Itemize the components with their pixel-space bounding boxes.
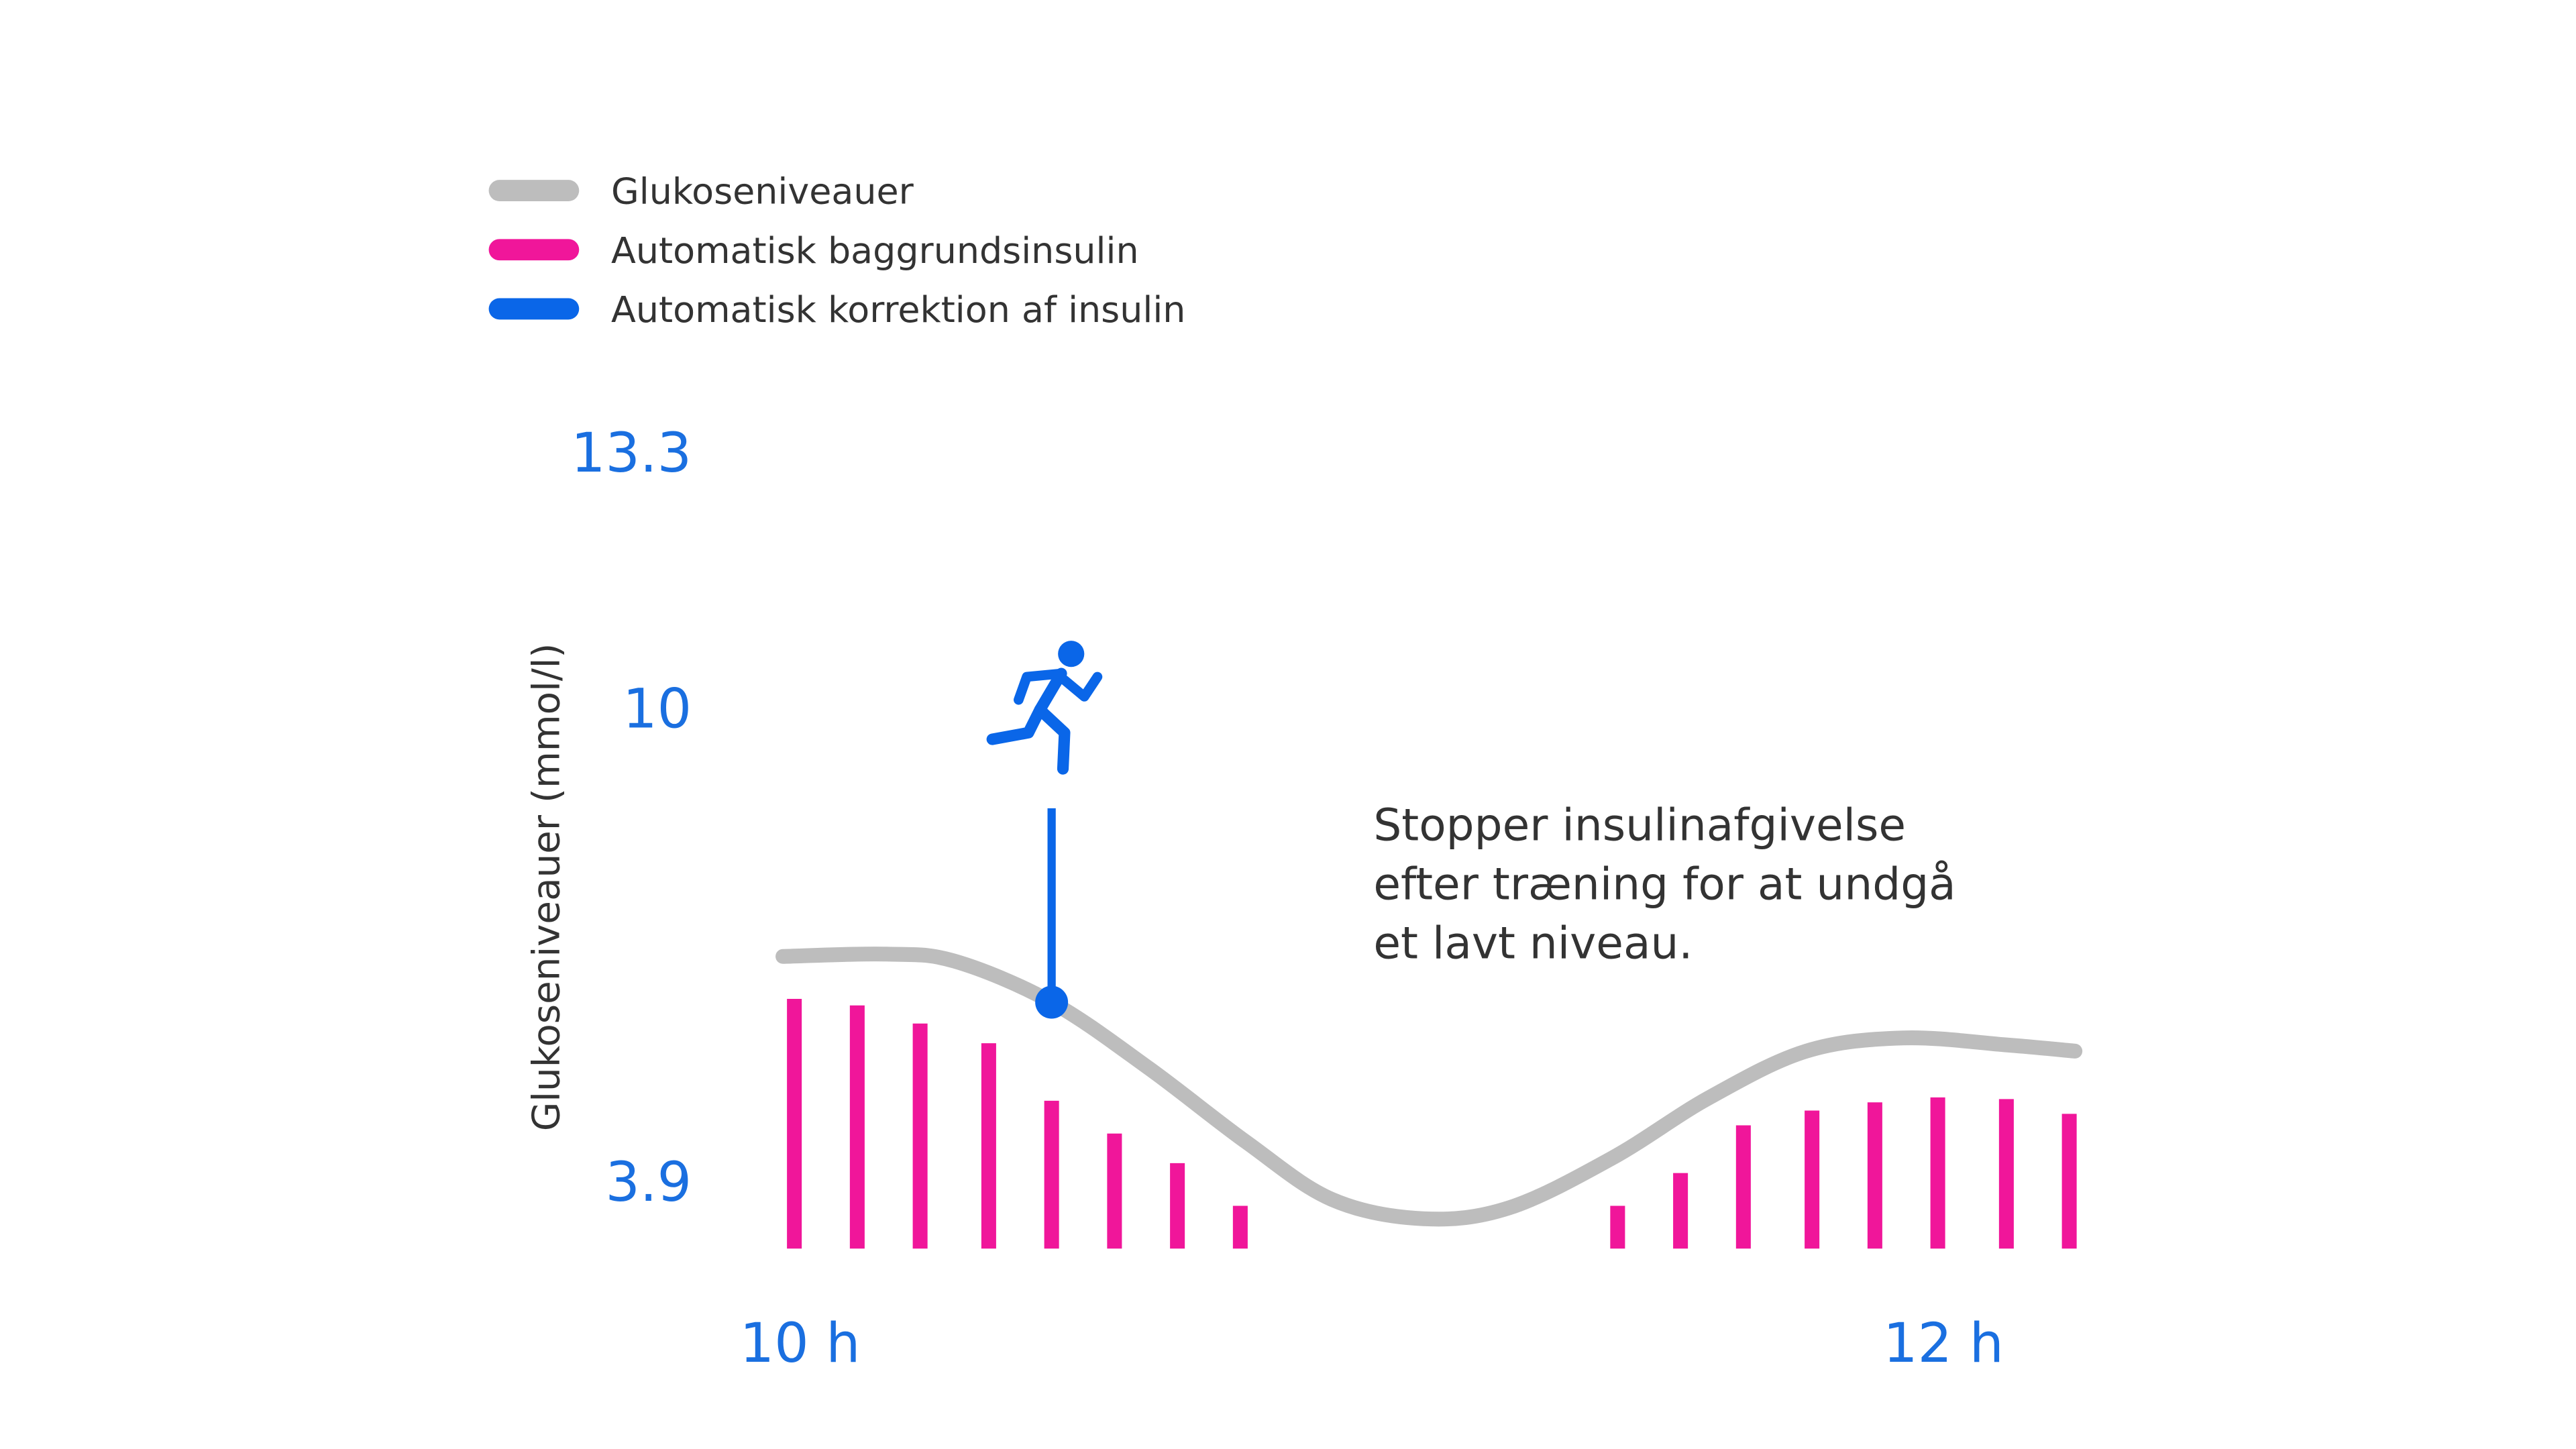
legend-label: Automatisk korrektion af insulin [611,288,1185,331]
y-tick-label: 10 [623,678,692,741]
legend-label: Glukoseniveauer [611,170,914,213]
annotation: efter træning for at undgå [1373,859,1955,910]
x-tick-label: 10 h [740,1312,861,1375]
legend-label: Automatisk baggrundsinsulin [611,229,1139,272]
correction-dot [1035,985,1069,1019]
x-tick-label: 12 h [1883,1312,2004,1375]
annotation: et lavt niveau. [1373,918,1693,969]
y-axis-label: Glukoseniveauer (mmol/l) [525,643,569,1132]
y-tick-label: 3.9 [606,1151,692,1214]
glucose-line [775,947,2083,1227]
runner-icon [986,641,1103,775]
y-tick-label: 13.3 [571,422,692,485]
annotation: Stopper insulinafgivelse [1373,799,1906,851]
